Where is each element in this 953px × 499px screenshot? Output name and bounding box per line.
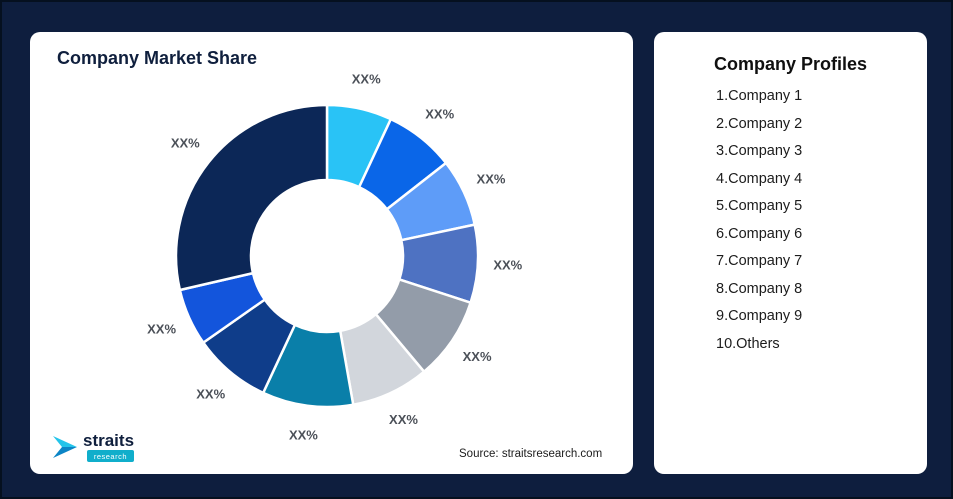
- profile-item: 7.Company 7: [716, 253, 803, 269]
- logo-text: straits research: [83, 431, 135, 462]
- slice-label-company-3: XX%: [477, 172, 506, 187]
- profile-item: 9.Company 9: [716, 308, 803, 324]
- profiles-list: 1.Company 1 2.Company 2 3.Company 3 4.Co…: [654, 83, 927, 358]
- logo-brand: straits: [83, 431, 135, 450]
- slice-label-company-1: XX%: [352, 71, 381, 86]
- profile-item: 5.Company 5: [716, 198, 803, 214]
- profile-item: 10.Others: [716, 335, 780, 352]
- source-note: Source: straitsresearch.com: [459, 448, 603, 460]
- slice-label-company-7: XX%: [289, 428, 318, 443]
- slice-label-company-6: XX%: [389, 412, 418, 427]
- logo-tagline: research: [86, 450, 135, 462]
- profile-item: 1.Company 1: [716, 88, 803, 104]
- market-share-card: Company Market Share XX% XX% XX% XX% XX% XX% X…: [30, 32, 633, 474]
- profile-item: 4.Company 4: [716, 170, 803, 187]
- donut-chart: XX% XX% XX% XX% XX% XX% XX% XX% XX% XX%: [147, 71, 523, 443]
- straits-arrow-icon: [53, 436, 77, 458]
- profile-item: 3.Company 3: [716, 143, 803, 159]
- donut-segment-others: [174, 103, 329, 292]
- slice-label-company-8: XX%: [196, 387, 225, 402]
- slice-label-company-2: XX%: [425, 106, 454, 121]
- profile-item: 6.Company 6: [716, 225, 803, 242]
- chart-title: Company Market Share: [57, 48, 258, 68]
- straits-research-logo: straits research: [52, 431, 135, 462]
- profiles-title: Company Profiles: [713, 54, 868, 74]
- slice-label-company-9: XX%: [147, 322, 176, 337]
- slice-label-company-5: XX%: [463, 349, 492, 364]
- company-profiles-card: Company Profiles 1.Company 1 2.Company 2…: [654, 32, 927, 474]
- slice-label-company-4: XX%: [493, 258, 522, 273]
- slice-label-others: XX%: [171, 135, 200, 150]
- profile-item: 8.Company 8: [716, 280, 803, 297]
- profile-item: 2.Company 2: [716, 115, 803, 132]
